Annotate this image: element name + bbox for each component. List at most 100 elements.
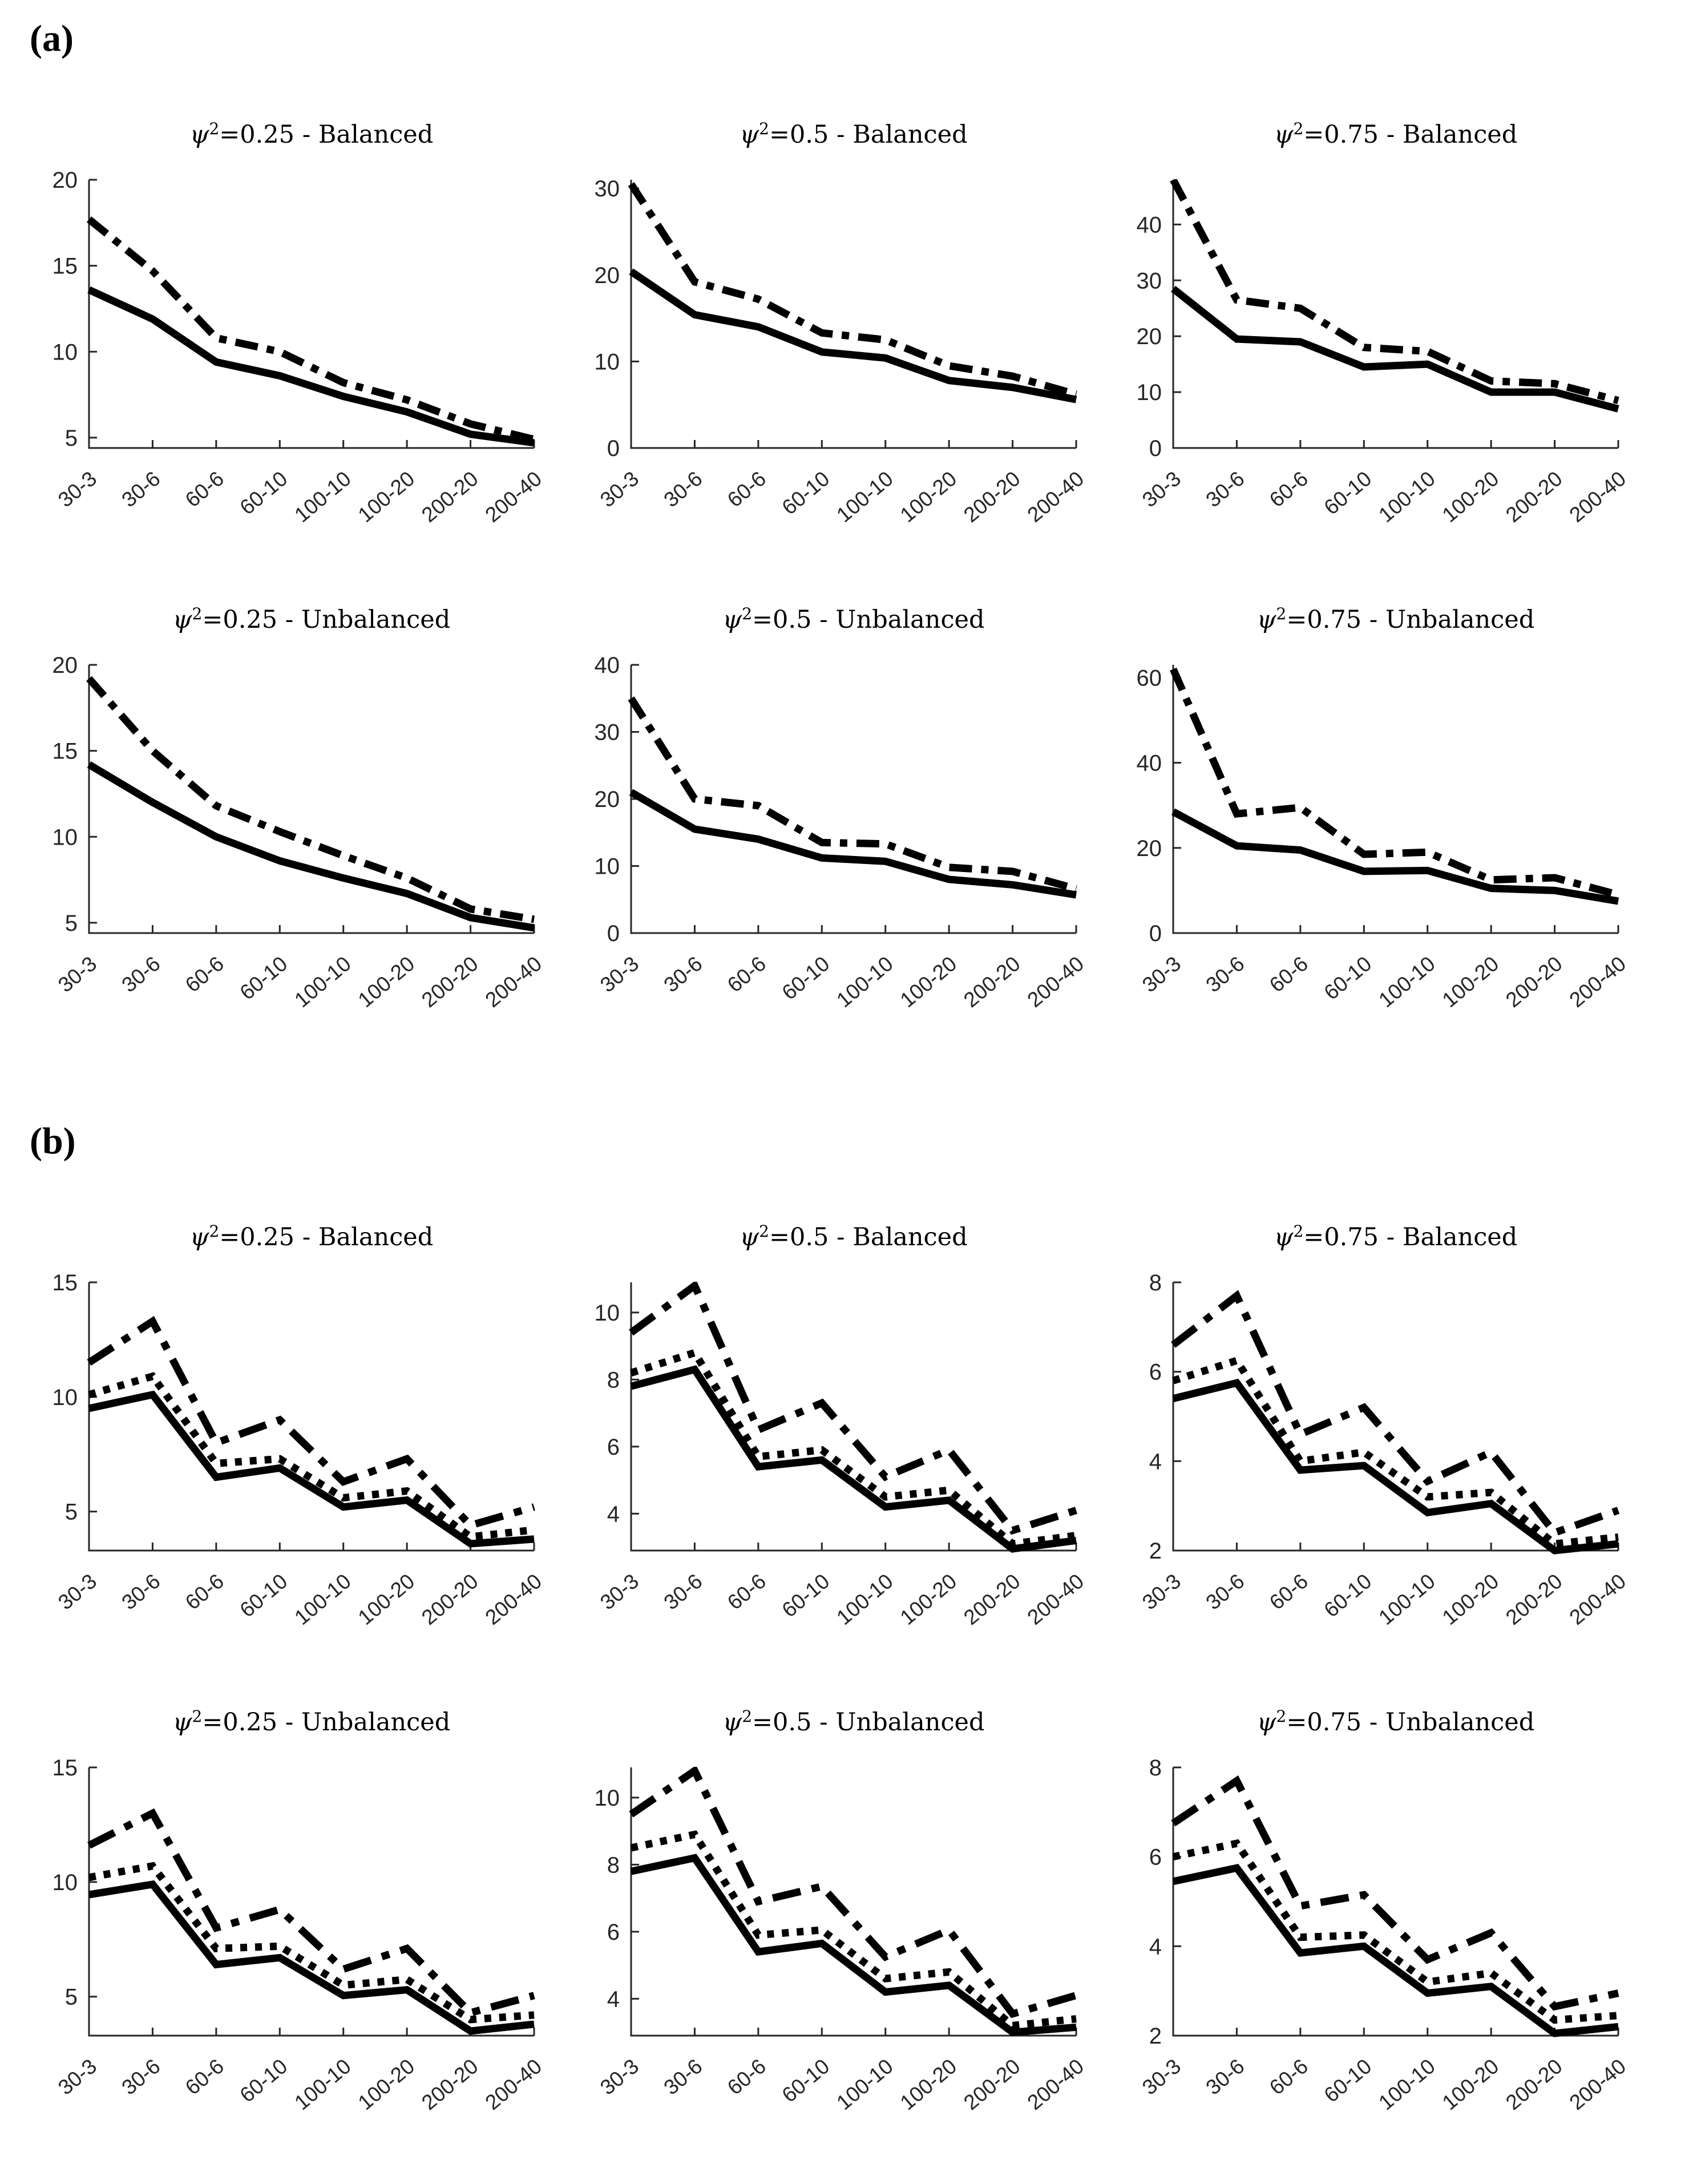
x-tick-label: 200-20 — [959, 467, 1025, 527]
y-tick-label: 4 — [607, 1501, 620, 1527]
y-tick-label: 30 — [595, 176, 620, 201]
x-tick-label: 100-20 — [354, 952, 419, 1012]
x-tick-label: 200-20 — [1501, 467, 1567, 527]
chart-title: ψ2=0.75 - Balanced — [1274, 119, 1518, 149]
y-tick-label: 8 — [1149, 1270, 1162, 1295]
series-dashdot-long — [1171, 1290, 1620, 1537]
y-tick-label: 15 — [52, 254, 78, 279]
x-tick-label: 30-6 — [659, 1569, 706, 1614]
x-tick-label: 200-20 — [417, 1569, 483, 1629]
x-tick-label: 30-3 — [596, 467, 643, 512]
chart-a-psi05-balanced: ψ2=0.5 - Balanced 0 10 20 30 30-3 30-6 60-6 60-1… — [595, 119, 1089, 527]
chart-title: ψ2=0.5 - Unbalanced — [722, 604, 984, 634]
x-tick-label: 60-10 — [236, 467, 292, 519]
y-tick-label: 10 — [595, 1301, 620, 1326]
x-tick-label: 60-6 — [723, 467, 770, 512]
y-tick-label: 6 — [1149, 1845, 1162, 1870]
series-solid — [630, 1854, 1077, 2036]
x-tick-label: 200-40 — [1023, 952, 1089, 1012]
x-tick-label: 200-40 — [1023, 1569, 1089, 1629]
x-tick-label: 100-20 — [896, 952, 961, 1012]
y-tick-label: 5 — [65, 1985, 78, 2010]
y-tick-label: 5 — [65, 911, 78, 936]
series-dashdot — [1170, 179, 1619, 405]
y-tick-label: 2 — [1149, 1539, 1162, 1564]
x-tick-label: 30-3 — [596, 952, 643, 997]
series-dashdot-long — [629, 1282, 1077, 1535]
x-tick-label: 60-10 — [1320, 467, 1376, 519]
y-tick-label: 2 — [1149, 2024, 1162, 2049]
series-solid — [629, 268, 1077, 403]
x-tick-label: 30-3 — [596, 1569, 643, 1614]
x-tick-label: 200-40 — [481, 952, 547, 1012]
x-tick-label: 200-40 — [481, 467, 547, 527]
x-tick-label: 100-20 — [896, 467, 961, 527]
panel-a-label: (a) — [30, 18, 74, 59]
x-tick-label: 60-6 — [1265, 952, 1312, 997]
y-tick-label: 8 — [607, 1852, 620, 1878]
x-tick-label: 60-10 — [236, 1569, 292, 1622]
y-tick-label: 20 — [52, 168, 78, 193]
panel-b: (b) ψ2=0.25 - Balanced 5 10 15 30-3 30-6 60-6 6… — [0, 1103, 1701, 2184]
x-tick-label: 60-10 — [1320, 1569, 1376, 1622]
x-tick-label: 200-20 — [417, 952, 483, 1012]
chart-title: ψ2=0.75 - Unbalanced — [1257, 604, 1534, 634]
chart-b-psi025-unbalanced: ψ2=0.25 - Unbalanced 5 10 15 30-3 30-6 60-6 60-… — [52, 1707, 547, 2114]
x-tick-label: 30-6 — [1201, 952, 1249, 997]
panel-b-grid: ψ2=0.25 - Balanced 5 10 15 30-3 30-6 60-6 60-10… — [0, 1214, 1701, 2184]
series-solid — [1171, 808, 1619, 905]
x-tick-label: 200-40 — [1565, 952, 1631, 1012]
x-tick-label: 100-10 — [832, 2054, 898, 2114]
y-tick-label: 4 — [1149, 1934, 1162, 1959]
y-tick-label: 8 — [1149, 1755, 1162, 1781]
x-tick-label: 30-6 — [117, 952, 164, 997]
series-solid — [87, 286, 535, 447]
x-tick-label: 30-6 — [659, 2054, 706, 2100]
x-tick-label: 60-6 — [181, 2054, 228, 2100]
y-tick-label: 40 — [1137, 751, 1162, 776]
series-dashdot-long — [629, 1767, 1077, 2019]
series-dashdot — [628, 182, 1077, 398]
x-tick-label: 200-40 — [1565, 2054, 1631, 2114]
x-tick-label: 30-6 — [117, 1569, 164, 1614]
x-tick-label: 200-20 — [1501, 2054, 1567, 2114]
y-tick-label: 4 — [1149, 1449, 1162, 1474]
y-tick-label: 10 — [52, 1385, 78, 1410]
x-tick-label: 200-40 — [1023, 2054, 1089, 2114]
series-dotted — [1172, 1839, 1619, 2024]
series-dotted — [88, 1862, 535, 2024]
series-solid — [88, 1880, 535, 2035]
y-tick-label: 6 — [607, 1435, 620, 1460]
x-tick-label: 200-20 — [1501, 952, 1567, 1012]
x-tick-label: 200-20 — [417, 2054, 483, 2114]
y-tick-label: 10 — [52, 340, 78, 365]
x-tick-label: 100-10 — [1374, 2054, 1440, 2114]
series-dashdot — [1170, 667, 1619, 899]
y-tick-label: 5 — [65, 426, 78, 451]
y-tick-label: 0 — [607, 436, 620, 461]
x-tick-label: 200-40 — [1565, 467, 1631, 527]
chart-title: ψ2=0.25 - Balanced — [190, 1222, 434, 1252]
x-tick-label: 200-40 — [1565, 1569, 1631, 1629]
y-tick-label: 5 — [65, 1500, 78, 1525]
y-tick-label: 6 — [1149, 1360, 1162, 1385]
y-tick-label: 40 — [1137, 212, 1162, 237]
x-tick-label: 30-3 — [54, 2054, 101, 2100]
x-tick-label: 60-10 — [1320, 2054, 1376, 2107]
series-solid — [630, 1365, 1077, 1553]
y-tick-label: 20 — [52, 653, 78, 678]
series-solid — [1172, 1378, 1619, 1555]
x-tick-label: 60-10 — [778, 952, 834, 1004]
y-tick-label: 15 — [52, 1270, 78, 1295]
y-tick-label: 20 — [595, 787, 620, 812]
y-tick-label: 20 — [1137, 324, 1162, 349]
chart-title: ψ2=0.75 - Balanced — [1274, 1222, 1518, 1252]
x-tick-label: 100-20 — [896, 2054, 961, 2114]
x-tick-label: 100-10 — [1374, 467, 1440, 527]
x-tick-label: 100-20 — [1438, 2054, 1504, 2114]
y-tick-label: 10 — [1137, 380, 1162, 405]
y-tick-label: 8 — [607, 1367, 620, 1392]
y-tick-label: 10 — [595, 854, 620, 879]
